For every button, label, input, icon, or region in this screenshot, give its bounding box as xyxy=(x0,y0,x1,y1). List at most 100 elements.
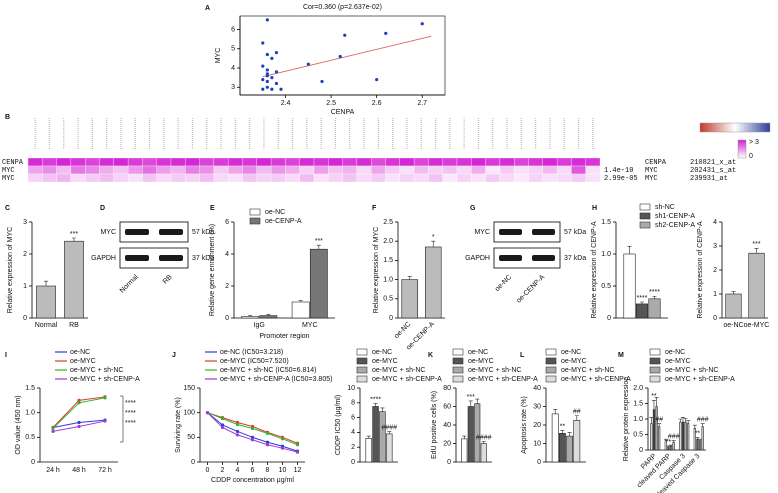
y-tick-label: 1.0 xyxy=(383,276,393,283)
significance: ## xyxy=(655,416,663,423)
heatmap-cell xyxy=(113,165,129,175)
point xyxy=(274,51,279,55)
blot-size-label: 37 kDa xyxy=(192,255,214,262)
lane-label: RB xyxy=(162,274,174,286)
y-axis-label: Relative gene enrichment (%) xyxy=(209,224,216,316)
heatmap-cell xyxy=(156,165,172,175)
row-label: CENPA xyxy=(2,159,24,167)
heatmap-cell xyxy=(514,157,529,167)
bar xyxy=(64,240,84,319)
chart-title: Cor=0.360 (p=2.637e-02) xyxy=(303,4,382,11)
y-axis-label: Relative expression of CENP-A xyxy=(697,221,704,319)
legend-label: oe-NC xyxy=(372,349,392,356)
heatmap-cell xyxy=(328,173,343,183)
y-axis-label: MYC xyxy=(215,48,222,64)
y-tick-label: 2 xyxy=(351,444,355,451)
x-tick-label: 72 h xyxy=(98,467,112,474)
bar xyxy=(698,440,702,451)
point xyxy=(306,62,310,66)
y-axis-label: CDDP IC50 (μg/ml) xyxy=(335,395,342,455)
legend-label: oe-MYC + sh-NC (IC50=6.814) xyxy=(220,367,316,374)
heatmap-cell xyxy=(371,173,386,183)
legend-label: oe-MYC + sh-NC xyxy=(561,367,614,374)
heatmap-cell xyxy=(399,165,415,175)
bar xyxy=(372,406,379,463)
gene-label: CENPA xyxy=(645,159,667,167)
marker xyxy=(295,443,300,447)
legend-label: oe-MYC xyxy=(70,358,96,365)
marker xyxy=(103,396,107,400)
heatmap-cell xyxy=(213,173,229,183)
bar xyxy=(241,316,260,319)
legend-label: sh2-CENP-A xyxy=(655,222,695,229)
heatmap-cell xyxy=(285,157,300,167)
marker xyxy=(220,423,225,427)
heatmap-cell xyxy=(256,173,272,183)
marker xyxy=(235,433,240,437)
point xyxy=(338,54,342,59)
y-tick-label: 2 xyxy=(225,283,229,290)
y-tick-label: 3 xyxy=(23,219,27,226)
y-axis-label: Relative expression of MYC xyxy=(373,227,380,313)
legend-label: oe-NC xyxy=(265,209,285,216)
bar xyxy=(658,426,661,451)
legend-swatch xyxy=(639,203,651,211)
significance: *** xyxy=(467,394,475,401)
error-bar xyxy=(567,432,572,437)
marker xyxy=(220,416,225,421)
error-bar xyxy=(373,403,378,407)
y-tick-label: 6 xyxy=(225,219,229,226)
legend-swatch xyxy=(356,366,368,374)
heatmap-cell xyxy=(142,157,157,167)
legend-swatch xyxy=(545,375,557,383)
error-bar xyxy=(574,415,579,421)
x-tick-label: IgG xyxy=(254,322,265,329)
marker xyxy=(280,437,285,441)
error-bar xyxy=(654,397,659,407)
error-bar xyxy=(248,315,253,317)
legend-label: oe-MYC + sh-CENP-A xyxy=(468,376,538,383)
legend-swatch xyxy=(452,366,464,374)
marker xyxy=(280,446,285,450)
heatmap-cell xyxy=(42,173,57,183)
point xyxy=(343,33,347,37)
point xyxy=(270,76,274,80)
heatmap-cell xyxy=(328,165,343,175)
y-tick-label: 4 xyxy=(231,65,235,72)
error-bar xyxy=(671,440,676,443)
legend-swatch xyxy=(452,375,464,383)
error-bar xyxy=(387,431,392,434)
y-tick-label: 0.5 xyxy=(601,283,611,290)
heatmap-cell xyxy=(99,157,114,167)
heatmap-cell xyxy=(142,173,157,183)
x-tick-label: oe-NC xyxy=(723,322,743,329)
heatmap-cell xyxy=(371,165,386,175)
heatmap-cell xyxy=(185,157,200,167)
significance: **** xyxy=(125,420,136,427)
y-tick-label: 100 xyxy=(183,410,195,417)
y-tick-label: 4 xyxy=(713,219,717,226)
heatmap-cell xyxy=(299,157,315,167)
point xyxy=(265,72,269,76)
heatmap-cell xyxy=(170,173,186,183)
error-bar xyxy=(651,400,656,410)
legend-swatch xyxy=(639,221,651,229)
point xyxy=(265,79,269,84)
blot-row-label: GAPDH xyxy=(91,255,116,262)
y-tick-label: 10 xyxy=(533,440,541,447)
legend-label: oe-NC xyxy=(665,349,685,356)
legend-label: oe-MYC + sh-CENP-A xyxy=(372,376,442,383)
heatmap-cell xyxy=(442,173,458,183)
error-bar xyxy=(700,423,705,427)
heatmap-cell xyxy=(70,157,86,167)
panel-letter: E xyxy=(210,205,215,212)
legend-label: oe-MYC + sh-NC xyxy=(665,367,718,374)
heatmap-cell xyxy=(85,165,100,175)
legend-label: oe-MYC + sh-CENP-A xyxy=(561,376,631,383)
error-bar xyxy=(431,240,436,247)
marker xyxy=(265,443,270,447)
heatmap-cell xyxy=(299,165,315,175)
significance: * xyxy=(432,234,435,241)
y-tick-label: 0 xyxy=(23,315,27,322)
fit-line xyxy=(262,35,432,78)
